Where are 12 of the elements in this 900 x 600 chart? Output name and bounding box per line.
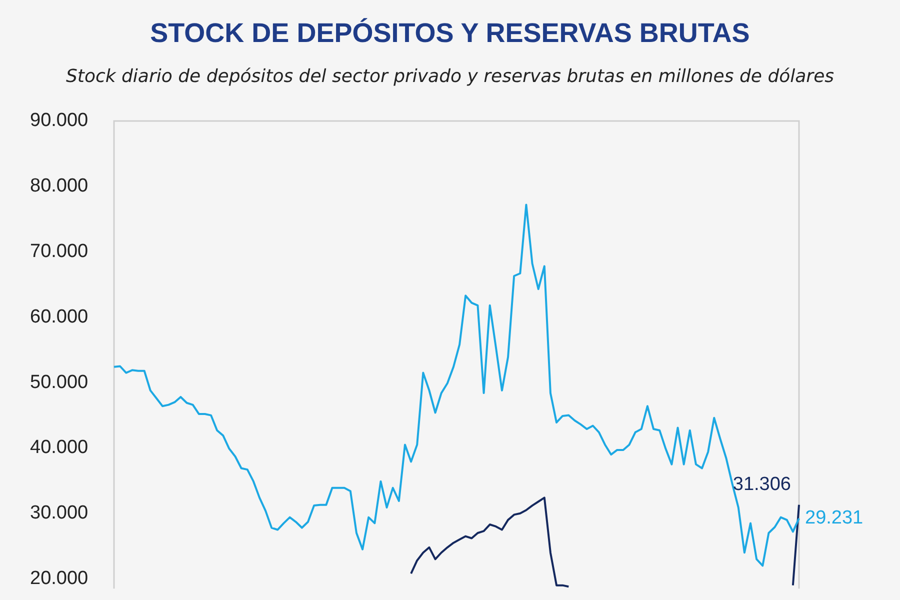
data-label: 29.231 xyxy=(805,508,864,529)
y-tick-label: 60.000 xyxy=(30,306,88,328)
y-tick-label: 30.000 xyxy=(30,502,88,524)
y-tick-label: 90.000 xyxy=(30,110,88,132)
y-tick-label: 70.000 xyxy=(30,241,88,262)
y-tick-label: 40.000 xyxy=(30,437,88,458)
y-tick-label: 80.000 xyxy=(30,176,88,197)
y-tick-label: 20.000 xyxy=(30,568,88,590)
chart-subtitle: Stock diario de depósitos del sector privado y reservas brutas en millones de dólares xyxy=(64,66,836,87)
chart-title: STOCK DE DEPÓSITOS Y RESERVAS BRUTAS xyxy=(149,18,751,49)
data-label: 31.306 xyxy=(732,474,791,496)
y-tick-label: 50.000 xyxy=(30,372,88,393)
